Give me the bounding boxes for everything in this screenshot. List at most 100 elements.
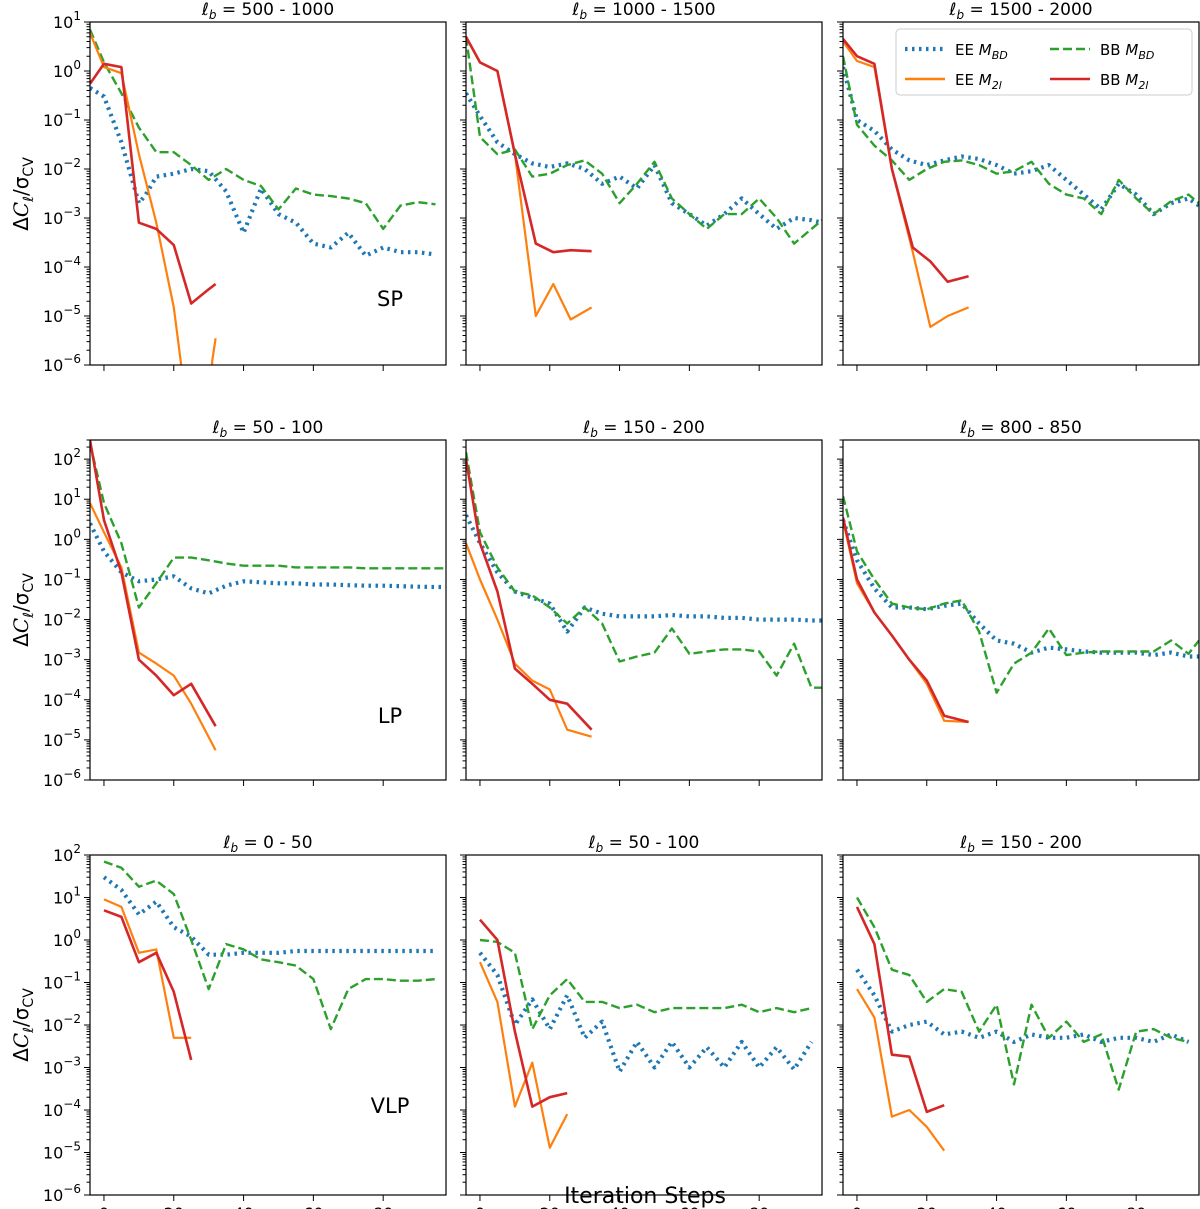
y-tick-label: 10−6	[43, 767, 81, 790]
y-tick-label: 10−6	[43, 352, 81, 375]
panel-title: ℓb = 1500 - 2000	[948, 0, 1092, 22]
panel-2: ℓb = 1000 - 1500	[460, 0, 823, 371]
y-tick-label: 101	[53, 9, 81, 32]
axes-frame	[842, 21, 1200, 366]
panel-title: ℓb = 50 - 100	[212, 418, 324, 440]
row-label: LP	[378, 704, 402, 728]
series-line-bb-mbd	[90, 29, 436, 231]
panel-title: ℓb = 500 - 1000	[201, 0, 334, 22]
y-tick-label: 10−6	[43, 1182, 81, 1205]
y-tick-label: 101	[53, 486, 81, 509]
series-line-ee-m2l	[856, 988, 946, 1152]
x-tick-label: 60	[303, 1204, 323, 1209]
series-line-bb-m2l	[855, 906, 945, 1114]
x-tick-label: 0	[852, 1204, 862, 1209]
series-line-bb-m2l	[90, 62, 217, 305]
series-line-bb-m2l	[479, 918, 568, 1108]
panel-4: ℓb = 50 - 100 10−6 10−5 10−4 10−3 10−2 10−1 100…	[43, 418, 447, 790]
x-tick-label: 40	[233, 1204, 253, 1209]
panel-7: ℓb = 0 - 50 10−6 10−5 10−4 10−3 10−2 10−1 100 10…	[43, 833, 447, 1209]
y-tick-label: 100	[53, 927, 81, 950]
x-tick-label: 40	[986, 1204, 1006, 1209]
series-line-ee-mbd	[102, 875, 436, 957]
series-line-bb-mbd	[479, 938, 812, 1031]
y-tick-label: 102	[53, 446, 81, 469]
y-tick-label: 102	[53, 842, 81, 865]
panel-title: ℓb = 0 - 50	[222, 833, 312, 855]
series-line-bb-mbd	[466, 36, 822, 245]
y-tick-label: 10−1	[43, 566, 81, 589]
series-line-bb-mbd	[843, 55, 1199, 216]
x-tick-label: 0	[99, 1204, 109, 1209]
x-axis-label: Iteration Steps	[564, 1184, 726, 1209]
panel-title: ℓb = 150 - 200	[582, 418, 705, 440]
y-tick-label: 10−5	[43, 1140, 81, 1163]
x-tick-label: 80	[373, 1204, 393, 1209]
axes-frame	[842, 439, 1200, 781]
panel-title: ℓb = 50 - 100	[588, 833, 700, 855]
legend-label-ee-mbd: EE MBD	[955, 41, 1008, 62]
panel-1: ℓb = 500 - 1000 10−6 10−5 10−4 10−3 10−2 10−1 1…	[43, 0, 447, 375]
legend: EE MBD BB MBD EE M2l BB M2l	[895, 28, 1193, 96]
legend-label-bb-mbd: BB MBD	[1100, 41, 1154, 62]
axes-frame	[465, 854, 823, 1196]
panel-title: ℓb = 150 - 200	[959, 833, 1082, 855]
legend-label-bb-m2l: BB M2l	[1100, 71, 1148, 92]
series-line-ee-mbd	[855, 968, 1190, 1045]
y-tick-label: 100	[53, 526, 81, 549]
panel-8: ℓb = 50 - 100 0 20 40 60 80	[460, 833, 823, 1209]
series-line-ee-m2l	[90, 502, 217, 751]
y-tick-label: 10−3	[43, 647, 81, 670]
panel-title: ℓb = 800 - 850	[959, 418, 1082, 440]
x-tick-label: 20	[164, 1204, 184, 1209]
axes-frame	[89, 439, 447, 781]
series-line-ee-mbd	[843, 66, 1199, 217]
axes-frame	[89, 854, 447, 1196]
series-line-ee-mbd	[466, 92, 822, 231]
series-line-ee-mbd	[843, 519, 1199, 659]
series-line-bb-m2l	[90, 440, 217, 727]
series-line-ee-m2l	[843, 519, 969, 724]
series-line-ee-m2l	[478, 961, 569, 1149]
panel-3: ℓb = 1500 - 2000	[837, 0, 1200, 371]
y-tick-label: 10−3	[43, 1055, 81, 1078]
x-tick-label: 80	[1126, 1204, 1146, 1209]
series-line-bb-m2l	[843, 38, 969, 284]
x-tick-label: 60	[679, 1204, 699, 1209]
y-tick-label: 10−2	[43, 607, 81, 630]
series-line-ee-m2l	[466, 36, 593, 321]
y-axis-label: ΔCℓ/σCV	[9, 988, 37, 1062]
panel-title: ℓb = 1000 - 1500	[571, 0, 715, 22]
y-tick-label: 10−3	[43, 205, 81, 228]
row-label: SP	[377, 287, 403, 311]
series-line-bb-m2l	[103, 909, 193, 1061]
y-tick-label: 10−2	[43, 156, 81, 179]
y-tick-label: 10−4	[43, 254, 81, 277]
series-line-ee-mbd	[90, 522, 446, 596]
x-tick-label: 60	[1056, 1204, 1076, 1209]
series-line-ee-mbd	[478, 951, 814, 1074]
y-tick-label: 10−1	[43, 107, 81, 130]
axes-frame	[465, 439, 823, 781]
series-line-bb-mbd	[466, 451, 822, 689]
y-axis-label: ΔCℓ/σCV	[9, 157, 37, 231]
y-tick-label: 10−2	[43, 1012, 81, 1035]
y-axis-label: ΔCℓ/σCV	[9, 573, 37, 647]
x-tick-label: 80	[749, 1204, 769, 1209]
y-tick-label: 10−4	[43, 687, 81, 710]
series-line-ee-mbd	[466, 514, 822, 634]
series-line-bb-mbd	[843, 495, 1199, 694]
series-line-ee-m2l	[103, 898, 192, 1039]
legend-label-ee-m2l: EE M2l	[955, 71, 1002, 92]
y-tick-label: 100	[53, 58, 81, 81]
panel-5: ℓb = 150 - 200	[460, 418, 823, 786]
panel-9: ℓb = 150 - 200 0 20 40 60 80	[837, 833, 1200, 1209]
y-tick-label: 10−5	[43, 303, 81, 326]
series-line-bb-mbd	[855, 896, 1189, 1091]
y-tick-label: 10−1	[43, 970, 81, 993]
y-tick-label: 10−5	[43, 727, 81, 750]
legend-box	[895, 28, 1193, 96]
series-line-bb-mbd	[90, 442, 446, 609]
series-line-bb-m2l	[466, 458, 593, 731]
y-tick-label: 101	[53, 885, 81, 908]
